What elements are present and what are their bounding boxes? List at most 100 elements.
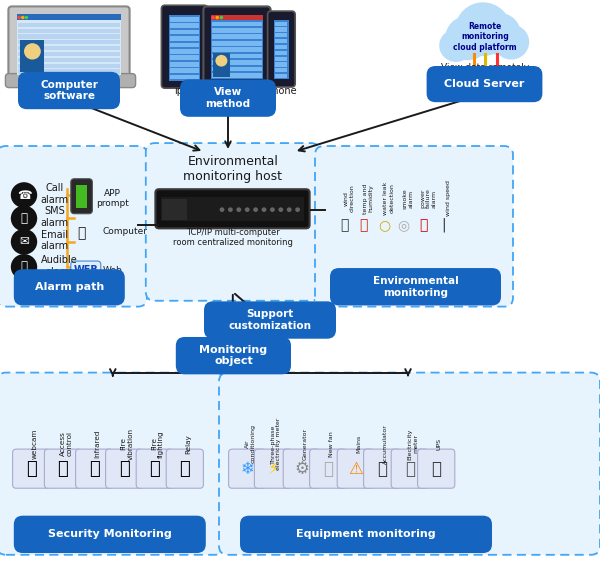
Text: Accumulator: Accumulator bbox=[383, 424, 388, 464]
Text: 📡: 📡 bbox=[89, 460, 100, 478]
FancyBboxPatch shape bbox=[166, 449, 203, 488]
FancyBboxPatch shape bbox=[427, 66, 542, 102]
Text: Support
customization: Support customization bbox=[229, 310, 311, 331]
FancyBboxPatch shape bbox=[170, 17, 199, 22]
Circle shape bbox=[295, 207, 300, 212]
FancyBboxPatch shape bbox=[136, 449, 173, 488]
Circle shape bbox=[455, 2, 511, 56]
FancyBboxPatch shape bbox=[18, 23, 120, 27]
Text: Electricity
meter: Electricity meter bbox=[407, 428, 418, 460]
FancyBboxPatch shape bbox=[254, 449, 292, 488]
Circle shape bbox=[493, 25, 529, 60]
FancyBboxPatch shape bbox=[275, 74, 287, 78]
FancyBboxPatch shape bbox=[0, 373, 224, 555]
Circle shape bbox=[17, 16, 21, 19]
FancyBboxPatch shape bbox=[17, 14, 121, 75]
Text: Environmental
monitoring host: Environmental monitoring host bbox=[184, 155, 283, 183]
FancyBboxPatch shape bbox=[170, 62, 199, 67]
FancyBboxPatch shape bbox=[18, 34, 120, 39]
Text: Generator: Generator bbox=[302, 427, 307, 460]
Text: Infrared: Infrared bbox=[94, 430, 100, 458]
FancyBboxPatch shape bbox=[337, 449, 374, 488]
FancyBboxPatch shape bbox=[18, 29, 120, 33]
FancyBboxPatch shape bbox=[212, 47, 262, 52]
Circle shape bbox=[287, 207, 292, 212]
Text: Computer: Computer bbox=[102, 227, 147, 237]
FancyBboxPatch shape bbox=[18, 69, 120, 74]
Text: ⚠: ⚠ bbox=[349, 460, 363, 478]
FancyBboxPatch shape bbox=[18, 52, 120, 56]
Text: 🔔: 🔔 bbox=[20, 260, 28, 273]
Text: 🌀: 🌀 bbox=[340, 218, 349, 232]
Text: WEB: WEB bbox=[73, 265, 98, 276]
FancyBboxPatch shape bbox=[203, 6, 271, 86]
FancyBboxPatch shape bbox=[170, 23, 199, 28]
FancyBboxPatch shape bbox=[20, 40, 44, 72]
Text: webcam: webcam bbox=[31, 429, 37, 459]
FancyBboxPatch shape bbox=[18, 72, 120, 109]
Text: 🚪: 🚪 bbox=[58, 460, 68, 478]
Text: ◎: ◎ bbox=[397, 218, 409, 232]
Text: Monitoring
object: Monitoring object bbox=[199, 345, 268, 366]
FancyBboxPatch shape bbox=[0, 146, 147, 307]
FancyBboxPatch shape bbox=[275, 68, 287, 72]
Circle shape bbox=[11, 254, 37, 280]
Text: Three-phase
electricity meter: Three-phase electricity meter bbox=[271, 418, 281, 470]
Circle shape bbox=[215, 16, 219, 19]
Text: TCP/IP multi-computer
room centralized monitoring: TCP/IP multi-computer room centralized m… bbox=[173, 228, 293, 248]
Text: ⚡: ⚡ bbox=[267, 460, 279, 478]
Text: smoke
alarm: smoke alarm bbox=[403, 188, 413, 209]
Text: 🚨: 🚨 bbox=[419, 218, 428, 232]
Text: UPS: UPS bbox=[437, 438, 442, 450]
Text: Access
control: Access control bbox=[59, 432, 73, 456]
FancyBboxPatch shape bbox=[275, 51, 287, 55]
FancyBboxPatch shape bbox=[106, 449, 143, 488]
Text: 📱: 📱 bbox=[119, 460, 130, 478]
FancyBboxPatch shape bbox=[219, 373, 600, 555]
Text: Mains: Mains bbox=[356, 434, 361, 453]
Text: water leak
detection: water leak detection bbox=[383, 182, 394, 215]
FancyBboxPatch shape bbox=[170, 36, 199, 41]
Circle shape bbox=[228, 207, 233, 212]
FancyBboxPatch shape bbox=[212, 22, 262, 26]
Text: Fire
vibration: Fire vibration bbox=[121, 428, 134, 460]
FancyBboxPatch shape bbox=[170, 68, 199, 73]
Text: Computer
software: Computer software bbox=[40, 80, 98, 101]
FancyBboxPatch shape bbox=[223, 92, 247, 96]
Circle shape bbox=[25, 16, 28, 19]
Text: ✉: ✉ bbox=[19, 235, 29, 248]
Text: Equipment monitoring: Equipment monitoring bbox=[296, 529, 436, 540]
FancyBboxPatch shape bbox=[283, 449, 320, 488]
FancyBboxPatch shape bbox=[275, 45, 287, 49]
FancyBboxPatch shape bbox=[18, 46, 120, 50]
FancyBboxPatch shape bbox=[170, 30, 199, 34]
Circle shape bbox=[211, 16, 215, 19]
Circle shape bbox=[21, 16, 25, 19]
Circle shape bbox=[215, 55, 227, 67]
Text: Call
alarm: Call alarm bbox=[41, 183, 69, 204]
FancyBboxPatch shape bbox=[212, 41, 262, 46]
Circle shape bbox=[439, 29, 473, 62]
FancyBboxPatch shape bbox=[212, 60, 262, 65]
FancyBboxPatch shape bbox=[71, 261, 101, 280]
FancyBboxPatch shape bbox=[14, 516, 206, 553]
FancyBboxPatch shape bbox=[391, 449, 428, 488]
FancyBboxPatch shape bbox=[5, 74, 136, 88]
FancyBboxPatch shape bbox=[275, 22, 287, 26]
FancyBboxPatch shape bbox=[18, 58, 120, 62]
Circle shape bbox=[24, 43, 41, 60]
FancyBboxPatch shape bbox=[161, 197, 304, 221]
FancyBboxPatch shape bbox=[17, 14, 121, 20]
Text: Cloud Server: Cloud Server bbox=[445, 79, 524, 89]
Text: computer: computer bbox=[214, 86, 260, 97]
Text: power
failure
alarm: power failure alarm bbox=[420, 189, 437, 208]
Text: Relay: Relay bbox=[185, 434, 191, 454]
FancyBboxPatch shape bbox=[275, 62, 287, 67]
FancyBboxPatch shape bbox=[211, 15, 263, 20]
FancyBboxPatch shape bbox=[212, 34, 262, 39]
Text: 🖥: 🖥 bbox=[77, 227, 86, 241]
FancyBboxPatch shape bbox=[13, 449, 50, 488]
Text: 🌡: 🌡 bbox=[359, 218, 368, 232]
FancyBboxPatch shape bbox=[170, 49, 199, 54]
FancyBboxPatch shape bbox=[76, 185, 87, 208]
